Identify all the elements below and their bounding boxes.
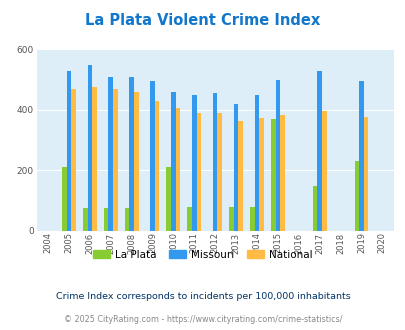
Bar — [275, 80, 279, 231]
Bar — [83, 208, 87, 231]
Bar — [175, 109, 180, 231]
Bar — [354, 161, 358, 231]
Bar — [187, 207, 192, 231]
Bar — [196, 113, 201, 231]
Bar — [254, 95, 259, 231]
Bar — [238, 120, 242, 231]
Text: Crime Index corresponds to incidents per 100,000 inhabitants: Crime Index corresponds to incidents per… — [55, 292, 350, 301]
Bar — [279, 115, 284, 231]
Bar — [166, 167, 171, 231]
Text: © 2025 CityRating.com - https://www.cityrating.com/crime-statistics/: © 2025 CityRating.com - https://www.city… — [64, 315, 341, 324]
Bar — [317, 71, 321, 231]
Bar — [233, 104, 238, 231]
Text: La Plata Violent Crime Index: La Plata Violent Crime Index — [85, 13, 320, 28]
Bar — [217, 113, 222, 231]
Bar — [270, 119, 275, 231]
Bar — [87, 65, 92, 231]
Bar — [249, 207, 254, 231]
Bar — [113, 89, 117, 231]
Bar — [259, 117, 263, 231]
Bar — [92, 87, 96, 231]
Bar — [129, 77, 134, 231]
Bar — [62, 167, 66, 231]
Bar — [134, 92, 138, 231]
Bar — [228, 207, 233, 231]
Bar — [104, 208, 108, 231]
Bar — [212, 93, 217, 231]
Bar — [124, 208, 129, 231]
Bar — [192, 95, 196, 231]
Bar — [312, 185, 317, 231]
Bar — [321, 111, 326, 231]
Bar — [154, 101, 159, 231]
Bar — [108, 77, 113, 231]
Bar — [363, 116, 367, 231]
Legend: La Plata, Missouri, National: La Plata, Missouri, National — [89, 246, 316, 264]
Bar — [71, 89, 76, 231]
Bar — [150, 81, 154, 231]
Bar — [171, 92, 175, 231]
Bar — [358, 81, 363, 231]
Bar — [66, 71, 71, 231]
